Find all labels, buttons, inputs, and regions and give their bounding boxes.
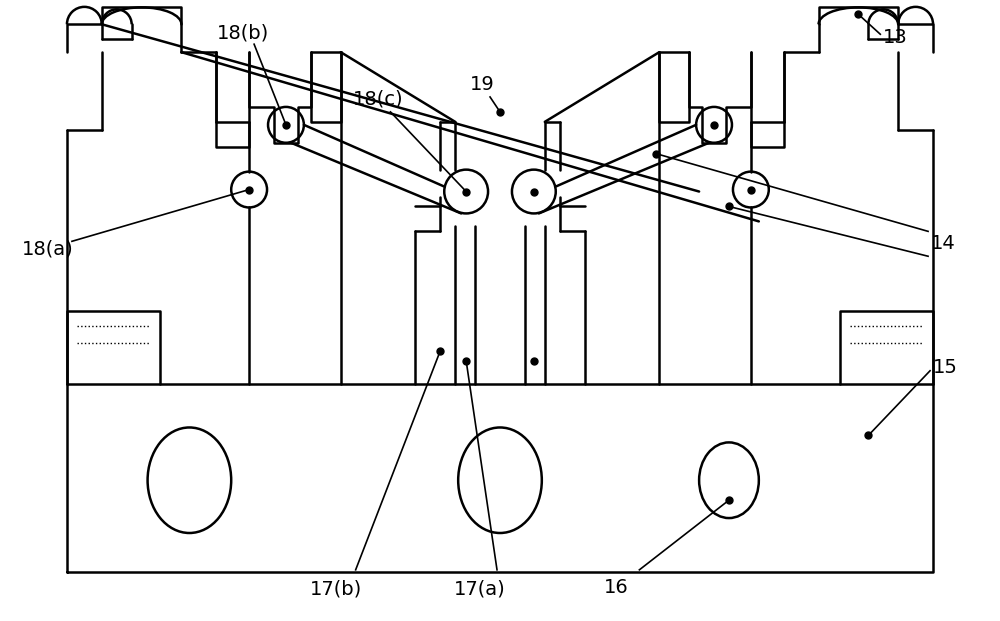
Text: 18(c): 18(c) <box>353 90 404 109</box>
Text: 18(b): 18(b) <box>217 23 269 42</box>
Text: 15: 15 <box>933 358 958 377</box>
Text: 14: 14 <box>931 233 956 253</box>
Text: 13: 13 <box>883 28 908 47</box>
Text: 19: 19 <box>470 75 494 94</box>
Text: 17(b): 17(b) <box>310 580 362 599</box>
Text: 18(a): 18(a) <box>22 240 74 259</box>
Text: 16: 16 <box>604 578 629 597</box>
Text: 17(a): 17(a) <box>454 580 506 599</box>
